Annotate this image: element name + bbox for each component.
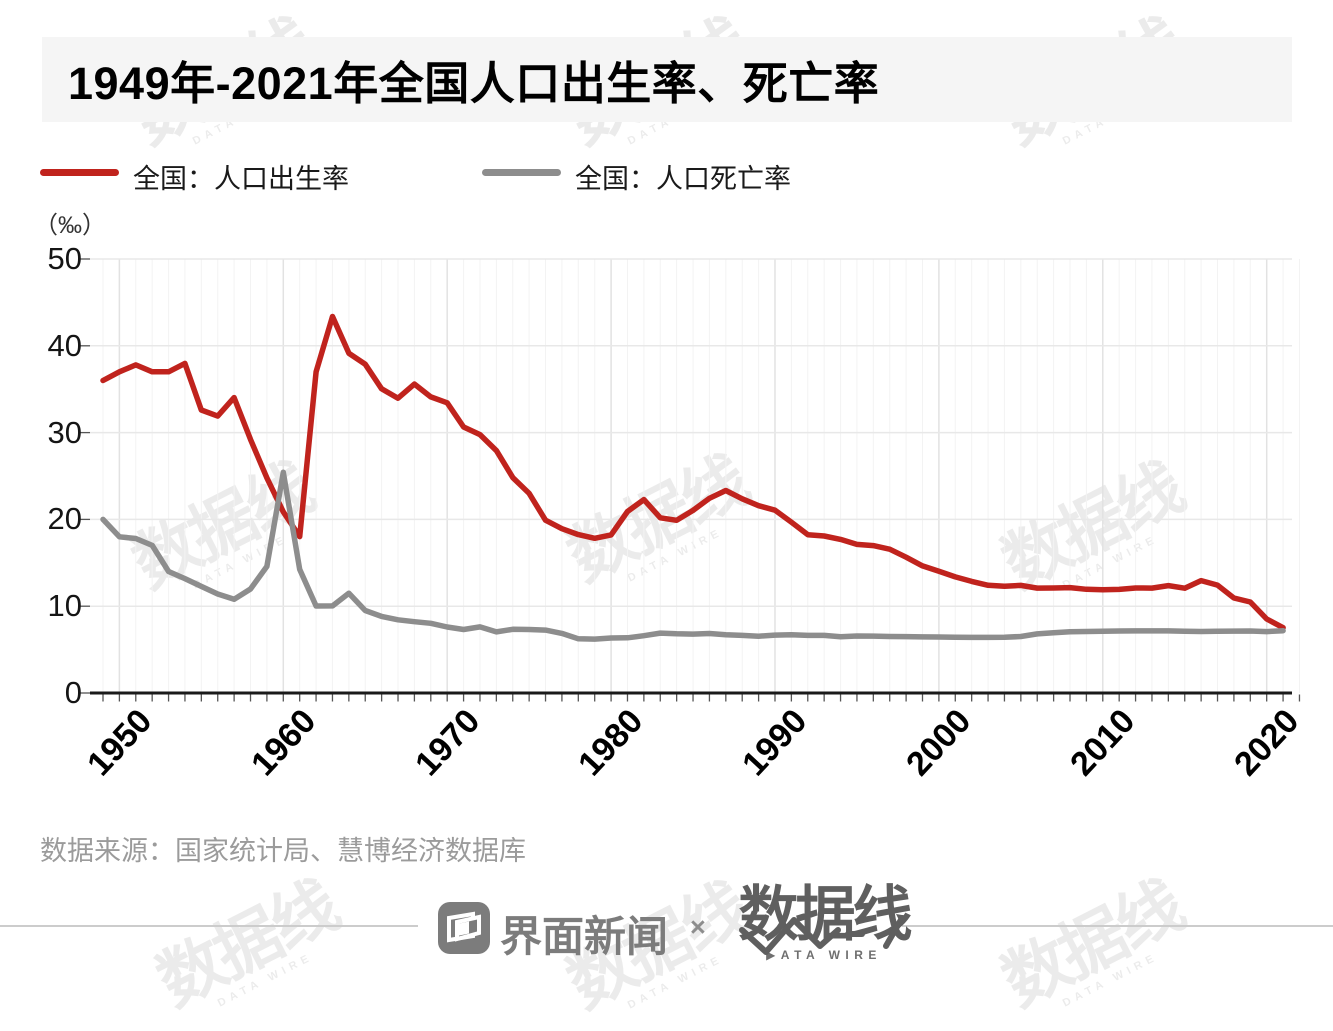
- chart-title: 1949年-2021年全国人口出生率、死亡率: [68, 58, 880, 109]
- datawire-logo: 数据线 ▶ATA WIRE: [736, 881, 913, 963]
- y-tick-label-10: 10: [47, 588, 82, 624]
- title-band: 1949年-2021年全国人口出生率、死亡率: [42, 37, 1292, 122]
- legend-birth-rate-swatch: [40, 169, 119, 176]
- birth-rate-line: [100, 313, 1286, 631]
- y-tick-label-50: 50: [47, 241, 82, 276]
- y-tick-label-40: 40: [47, 327, 82, 363]
- collab-x-separator: ×: [690, 912, 706, 942]
- footer-divider-right: [902, 925, 1333, 927]
- y-tick-label-20: 20: [47, 501, 82, 537]
- legend-birth-rate-label: 全国：人口出生率: [133, 164, 349, 194]
- death-rate-line: [100, 469, 1286, 642]
- jiemian-news-wordmark: 界面新闻: [500, 913, 669, 960]
- y-tick-label-0: 0: [64, 675, 82, 710]
- datawire-wordmark: 数据线: [738, 881, 913, 948]
- footer-divider-left: [0, 925, 418, 927]
- legend-death-rate-swatch: [482, 169, 561, 176]
- data-source-note: 数据来源：国家统计局、慧博经济数据库: [40, 836, 526, 866]
- y-tick-label-30: 30: [47, 414, 82, 450]
- jiemian-news-logo-icon: [438, 902, 490, 954]
- y-axis-unit-label: （‰）: [34, 212, 106, 239]
- datawire-caption: ▶ATA WIRE: [766, 948, 882, 962]
- legend-death-rate-label: 全国：人口死亡率: [575, 164, 791, 194]
